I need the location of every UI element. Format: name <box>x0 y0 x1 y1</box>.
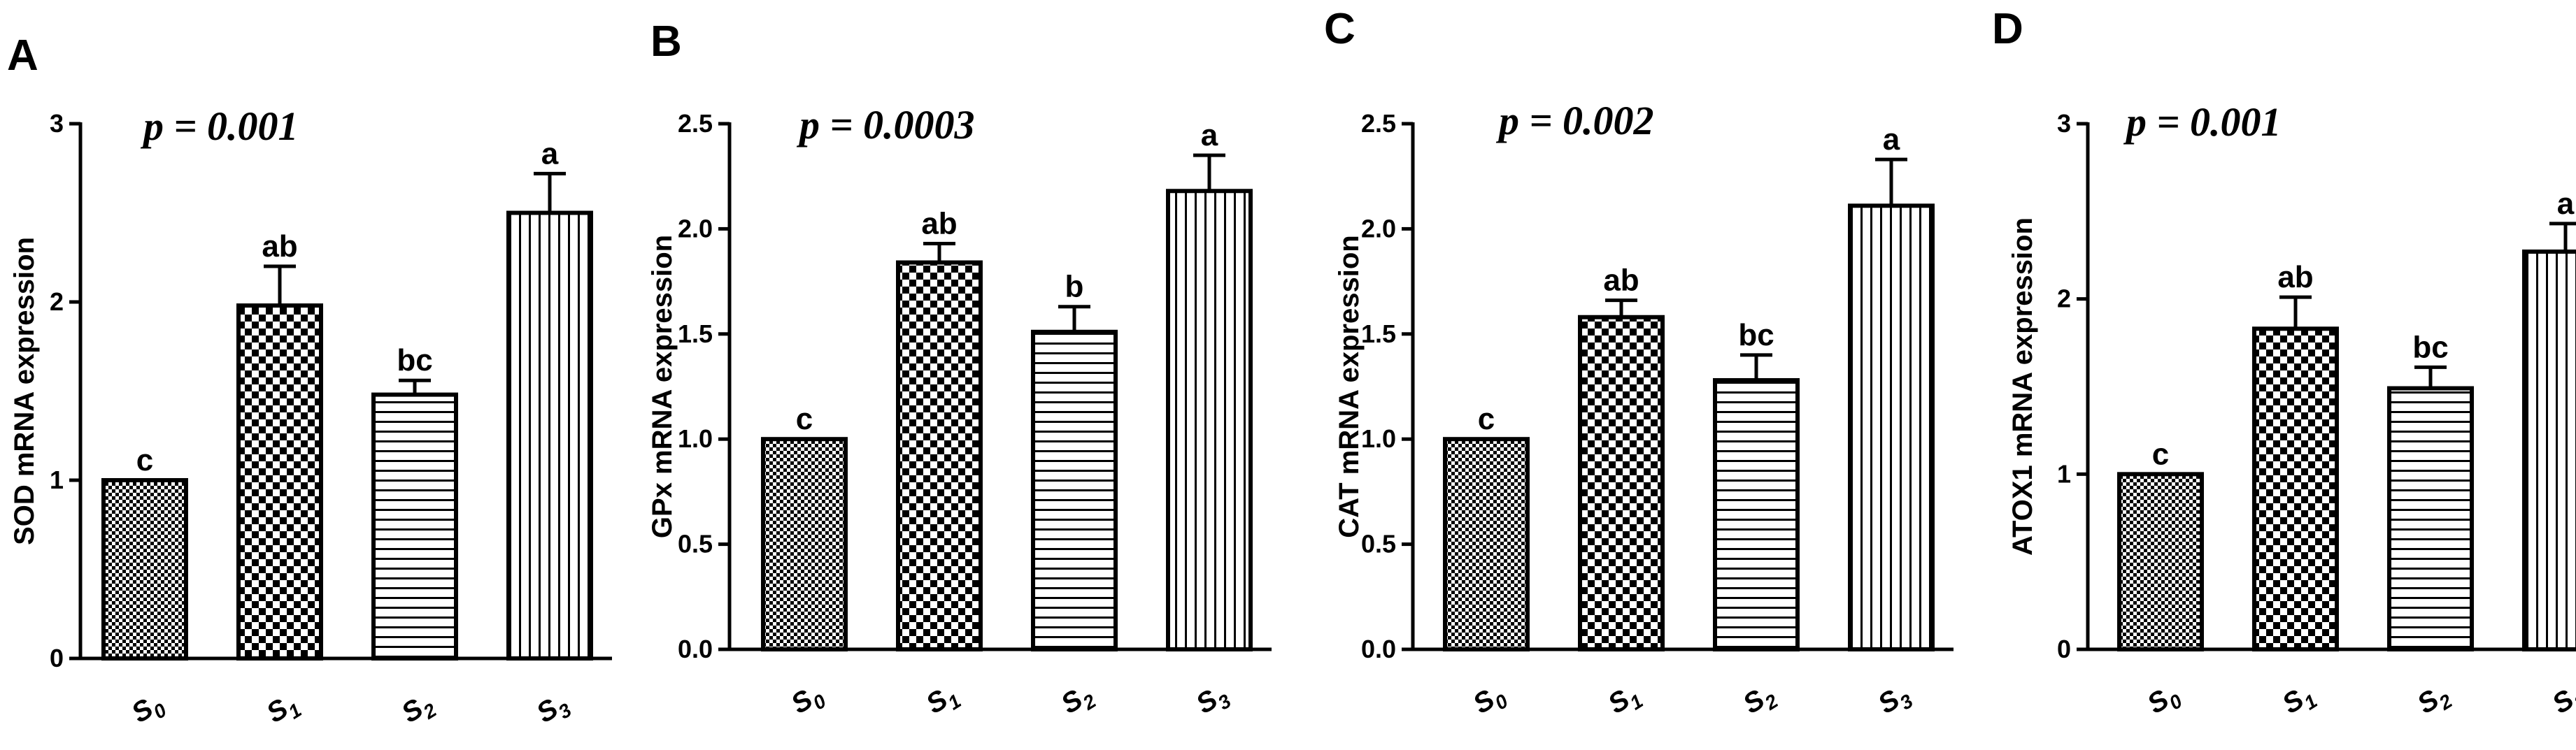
panel-b-significance-label: c <box>796 402 813 436</box>
panel-c-y-axis-title: CAT mRNA expression <box>1334 235 1365 538</box>
panel-c-p-value: p = 0.002 <box>1495 98 1654 143</box>
panel-d-y-tick-label: 2 <box>2057 284 2071 313</box>
panel-a-significance-label: c <box>136 443 153 477</box>
panel-b-category-label: S2 <box>1056 678 1100 724</box>
panel-a-y-tick-label: 3 <box>50 109 64 138</box>
panel-a-y-tick-label: 2 <box>50 287 64 316</box>
panel-b-bar <box>761 437 848 651</box>
panel-a-y-tick-label: 0 <box>50 644 64 672</box>
panel-b-y-tick-label: 2.5 <box>678 109 713 138</box>
panel-c-category-label: S3 <box>1873 678 1917 724</box>
panel-b-y-tick-label: 0.0 <box>678 635 713 663</box>
panel-b-y-tick-label: 0.5 <box>678 530 713 558</box>
panel-b-y-tick-label: 1.0 <box>678 424 713 453</box>
panel-c-y-tick-label: 0.5 <box>1361 530 1396 558</box>
panel-b-significance-label: b <box>1065 270 1084 304</box>
panel-a: Ap = 0.001 SOD mRNA expression 0 1 2 3 c S0 ab S1… <box>7 31 612 733</box>
panel-b-category-label: S3 <box>1191 678 1235 724</box>
panel-c-y-tick-label: 2.5 <box>1361 109 1396 138</box>
panel-c: Cp = 0.002 CAT mRNA expression 0.0 0.5 1.0 1.… <box>1324 5 1954 724</box>
panel-c-significance-label: c <box>1478 402 1495 436</box>
panel-a-y-tick-label: 1 <box>50 466 64 494</box>
panel-a-significance-label: a <box>541 136 559 171</box>
panel-b-bar <box>896 260 983 651</box>
panel-d-bar <box>2387 386 2474 651</box>
panel-b-y-tick-label: 2.0 <box>678 214 713 243</box>
panel-d-significance-label: bc <box>2412 330 2448 364</box>
panel-a-bar <box>236 303 323 661</box>
panel-c-bar <box>1713 377 1800 651</box>
panel-c-category-label: S2 <box>1738 678 1782 724</box>
panel-c-y-tick-label: 1.5 <box>1361 319 1396 348</box>
panel-a-bar <box>101 478 188 661</box>
panel-c-significance-label: bc <box>1738 318 1774 352</box>
panel-d-y-tick-label: 0 <box>2057 635 2071 663</box>
panel-b-letter: B <box>650 17 682 66</box>
panel-d-bar <box>2252 326 2339 651</box>
panel-b-p-value: p = 0.0003 <box>796 102 975 147</box>
panel-d-significance-label: ab <box>2277 260 2313 294</box>
panel-c-bar <box>1443 437 1530 651</box>
panel-a-bar <box>371 392 458 661</box>
panel-c-category-label: S1 <box>1603 678 1647 724</box>
panel-b-category-label: S1 <box>921 678 965 724</box>
panel-b-y-tick-label: 1.5 <box>678 319 713 348</box>
panel-c-y-tick-label: 2.0 <box>1361 214 1396 243</box>
panel-c-letter: C <box>1324 5 1355 53</box>
panel-d-letter: D <box>1992 5 2023 53</box>
panel-d-category-label: S2 <box>2412 678 2456 724</box>
panel-c-bar <box>1848 203 1935 651</box>
panel-a-letter: A <box>7 31 38 80</box>
panel-d-category-label: S0 <box>2142 678 2186 724</box>
panel-b-category-label: S0 <box>786 678 830 724</box>
panel-d-bar <box>2117 472 2204 651</box>
panel-a-category-label: S2 <box>397 687 441 733</box>
panel-b-bar <box>1031 329 1118 651</box>
panel-a-significance-label: ab <box>262 229 297 264</box>
panel-c-significance-label: ab <box>1603 264 1639 298</box>
panel-a-significance-label: bc <box>397 343 432 377</box>
panel-d-significance-label: c <box>2152 437 2169 471</box>
panel-d-significance-label: a <box>2557 187 2575 221</box>
panel-a-category-label: S1 <box>262 687 306 733</box>
panel-a-p-value: p = 0.001 <box>140 103 299 149</box>
panel-c-category-label: S0 <box>1468 678 1512 724</box>
panel-c-bar <box>1578 315 1665 651</box>
panel-b-bar <box>1166 189 1253 652</box>
panel-b-significance-label: ab <box>921 206 957 240</box>
panel-b-y-axis-title: GPx mRNA expression <box>647 235 678 538</box>
panel-d-y-tick-label: 1 <box>2057 459 2071 488</box>
panel-b: Bp = 0.0003 GPx mRNA expression 0.0 0.5 1.0 1… <box>647 17 1272 724</box>
panel-d-category-label: S3 <box>2547 678 2576 724</box>
panel-a-category-label: S0 <box>127 687 171 733</box>
panel-d-y-tick-label: 3 <box>2057 109 2071 138</box>
panel-d-y-axis-title: ATOX1 mRNA expression <box>2007 217 2038 556</box>
panel-d-bar <box>2522 249 2576 651</box>
panel-a-y-axis-title: SOD mRNA expression <box>9 237 40 545</box>
panel-a-bar <box>506 210 593 661</box>
panel-a-category-label: S3 <box>532 687 576 733</box>
panel-c-significance-label: a <box>1883 122 1900 157</box>
panel-c-y-tick-label: 1.0 <box>1361 424 1396 453</box>
panel-c-y-tick-label: 0.0 <box>1361 635 1396 663</box>
panel-d-category-label: S1 <box>2277 678 2321 724</box>
panel-b-significance-label: a <box>1201 118 1218 152</box>
panel-d-p-value: p = 0.001 <box>2123 99 2282 145</box>
